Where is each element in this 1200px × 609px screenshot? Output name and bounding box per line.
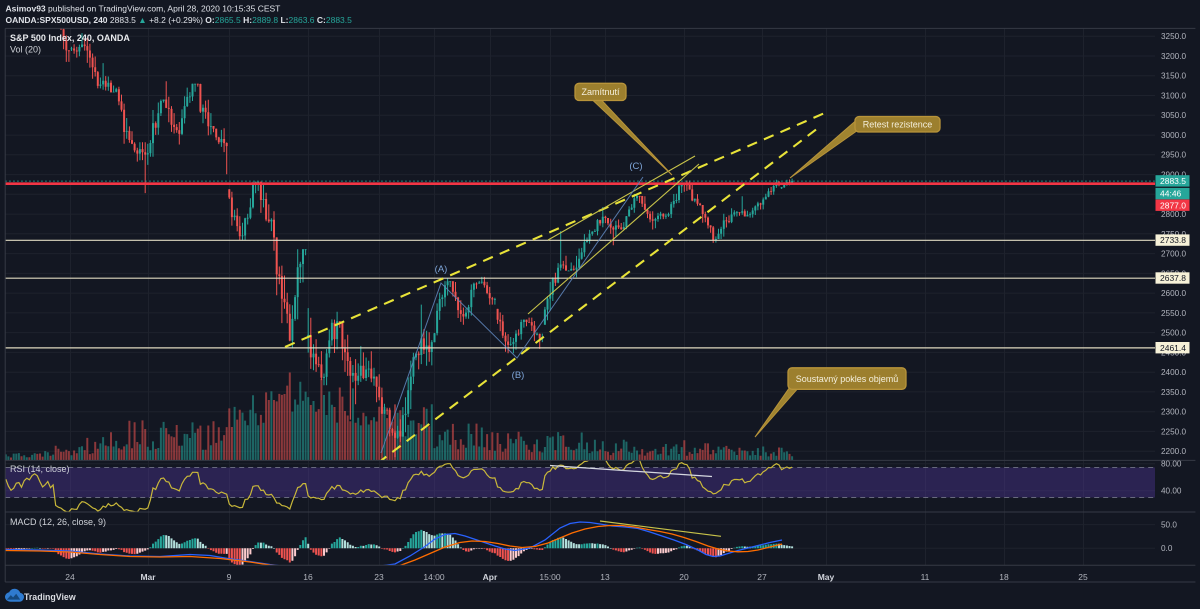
svg-text:2637.8: 2637.8 (1160, 273, 1186, 283)
svg-text:2700.0: 2700.0 (1161, 250, 1186, 259)
svg-text:Mar: Mar (140, 572, 156, 582)
svg-text:3100.0: 3100.0 (1161, 91, 1186, 100)
svg-text:18: 18 (999, 572, 1009, 582)
svg-text:14:00: 14:00 (423, 572, 445, 582)
svg-text:25: 25 (1078, 572, 1088, 582)
svg-text:RSI (14, close): RSI (14, close) (10, 464, 70, 474)
svg-text:MACD (12, 26, close, 9): MACD (12, 26, close, 9) (10, 517, 106, 527)
svg-text:2750.0: 2750.0 (1161, 230, 1186, 239)
svg-text:80.00: 80.00 (1161, 460, 1182, 469)
svg-text:2877.0: 2877.0 (1160, 200, 1186, 210)
svg-text:2733.8: 2733.8 (1160, 235, 1186, 245)
svg-text:16: 16 (303, 572, 313, 582)
svg-text:2900.0: 2900.0 (1161, 171, 1186, 180)
svg-text:0.0: 0.0 (1161, 544, 1173, 553)
svg-text:11: 11 (921, 572, 930, 582)
svg-text:23: 23 (374, 572, 384, 582)
svg-text:9: 9 (227, 572, 232, 582)
svg-text:Soustavný pokles objemů: Soustavný pokles objemů (796, 374, 899, 384)
svg-text:3200.0: 3200.0 (1161, 52, 1186, 61)
svg-text:3050.0: 3050.0 (1161, 111, 1186, 120)
svg-text:2461.4: 2461.4 (1160, 343, 1186, 353)
svg-text:2550.0: 2550.0 (1161, 309, 1186, 318)
svg-text:(A): (A) (435, 264, 448, 275)
svg-text:2350.0: 2350.0 (1161, 388, 1186, 397)
svg-text:20: 20 (679, 572, 689, 582)
svg-text:OANDA:SPX500USD, 240 2883.5 ▲: OANDA:SPX500USD, 240 2883.5 ▲ +8.2 (+0.2… (6, 15, 353, 25)
svg-text:2600.0: 2600.0 (1161, 289, 1186, 298)
svg-text:Asimov93 published on TradingV: Asimov93 published on TradingView.com, A… (6, 4, 281, 14)
svg-text:(C): (C) (629, 161, 642, 172)
svg-text:2200.0: 2200.0 (1161, 447, 1186, 456)
svg-text:50.0: 50.0 (1161, 521, 1177, 530)
svg-text:Vol (20): Vol (20) (10, 45, 41, 55)
svg-text:TradingView: TradingView (24, 592, 76, 602)
svg-text:3250.0: 3250.0 (1161, 32, 1186, 41)
svg-text:(B): (B) (512, 370, 525, 381)
svg-text:2500.0: 2500.0 (1161, 329, 1186, 338)
svg-text:27: 27 (757, 572, 767, 582)
svg-text:2950.0: 2950.0 (1161, 151, 1186, 160)
svg-text:Apr: Apr (483, 572, 498, 582)
svg-text:3000.0: 3000.0 (1161, 131, 1186, 140)
svg-text:24: 24 (65, 572, 75, 582)
svg-text:2800.0: 2800.0 (1161, 210, 1186, 219)
svg-text:2300.0: 2300.0 (1161, 408, 1186, 417)
svg-text:13: 13 (600, 572, 610, 582)
svg-text:Zamítnutí: Zamítnutí (581, 87, 620, 97)
svg-text:S&P 500 Index, 240, OANDA: S&P 500 Index, 240, OANDA (10, 33, 130, 43)
svg-text:2250.0: 2250.0 (1161, 427, 1186, 436)
svg-text:44:46: 44:46 (1160, 189, 1182, 199)
svg-text:15:00: 15:00 (539, 572, 561, 582)
svg-text:2400.0: 2400.0 (1161, 368, 1186, 377)
svg-text:40.00: 40.00 (1161, 487, 1182, 496)
svg-text:3150.0: 3150.0 (1161, 72, 1186, 81)
svg-text:Retest rezistence: Retest rezistence (863, 119, 933, 129)
svg-text:2883.5: 2883.5 (1160, 176, 1186, 186)
svg-text:May: May (818, 572, 835, 582)
